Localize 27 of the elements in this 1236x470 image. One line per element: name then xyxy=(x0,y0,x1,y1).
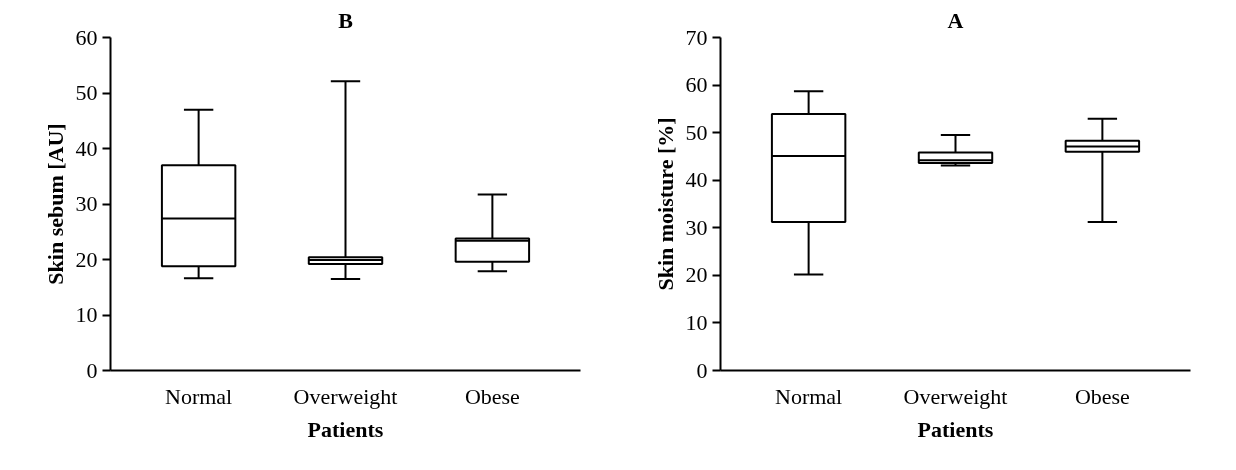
x-tick-label: Obese xyxy=(1074,383,1130,409)
x-tick-label: Overweight xyxy=(293,383,398,409)
y-tick-label: 20 xyxy=(75,246,98,272)
chart-title: B xyxy=(338,7,354,33)
x-tick-label: Normal xyxy=(165,383,233,409)
x-axis-title: Patients xyxy=(307,416,384,442)
y-tick-label: 70 xyxy=(685,24,708,50)
y-tick-label: 30 xyxy=(685,214,708,240)
y-tick-label: 50 xyxy=(685,119,708,145)
y-tick-label: 30 xyxy=(75,191,98,216)
y-axis-title: Skin sebum [AU] xyxy=(42,123,68,285)
y-tick-label: 20 xyxy=(685,262,708,288)
x-tick-label: Obese xyxy=(464,383,520,409)
y-tick-label: 0 xyxy=(696,357,708,383)
x-tick-label: Overweight xyxy=(903,383,1008,409)
y-tick-label: 40 xyxy=(75,135,98,161)
x-axis-title: Patients xyxy=(917,416,994,442)
y-tick-label: 10 xyxy=(75,302,98,327)
y-tick-label: 60 xyxy=(685,72,708,98)
chart-title: A xyxy=(947,7,964,33)
y-tick-label: 60 xyxy=(75,24,98,50)
y-tick-label: 0 xyxy=(86,357,98,383)
y-axis-title: Skin moisture [%] xyxy=(652,117,678,291)
y-tick-label: 40 xyxy=(685,167,708,193)
y-tick-label: 10 xyxy=(685,309,708,335)
y-tick-label: 50 xyxy=(75,80,98,105)
x-tick-label: Normal xyxy=(775,383,843,409)
